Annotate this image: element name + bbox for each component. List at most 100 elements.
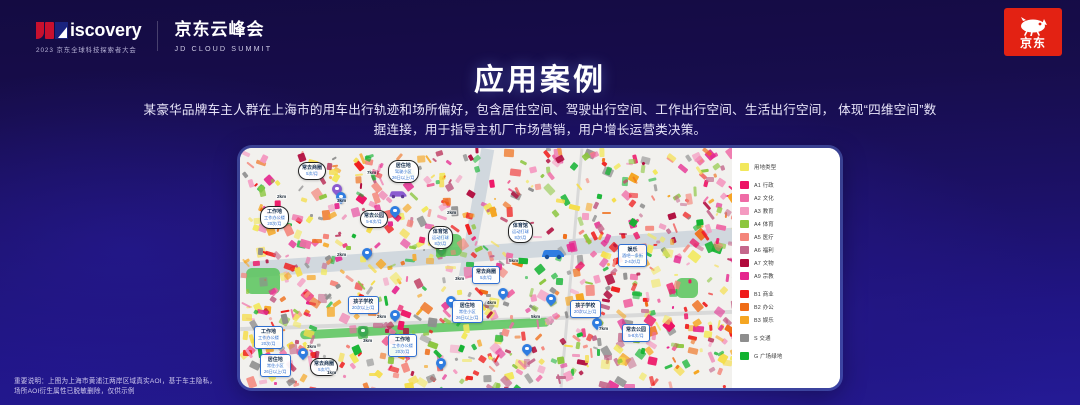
- description-line-2: 体现“四维空间”数据连接，用于指导主机厂市场营销，用户增长运营类决策。: [373, 103, 937, 138]
- aoi-parcel: [602, 266, 610, 273]
- aoi-parcel: [340, 213, 347, 220]
- map-pin[interactable]: [333, 189, 349, 205]
- aoi-parcel: [575, 341, 581, 350]
- aoi-parcel: [427, 208, 432, 217]
- map-pin[interactable]: [387, 307, 403, 323]
- map-pin-dot: [361, 328, 365, 333]
- aoi-parcel: [488, 179, 495, 188]
- map-callout[interactable]: 娱乐 酒吧一条街 2-4次/月: [618, 244, 647, 267]
- aoi-parcel: [622, 298, 634, 309]
- aoi-parcel: [371, 386, 377, 388]
- aoi-parcel: [241, 272, 248, 279]
- aoi-parcel: [597, 348, 600, 356]
- aoi-parcel: [322, 233, 330, 239]
- aoi-parcel: [592, 274, 601, 285]
- aoi-parcel: [585, 354, 589, 363]
- callout-subtitle: 5次/月: [480, 275, 492, 281]
- map-pin[interactable]: [495, 285, 511, 301]
- aoi-parcel: [384, 329, 389, 333]
- aoi-parcel: [695, 165, 703, 175]
- aoi-parcel: [671, 357, 677, 364]
- map-pin[interactable]: [519, 341, 535, 357]
- aoi-parcel: [666, 152, 677, 163]
- map-callout[interactable]: 常去商圈 5次/月: [298, 162, 327, 180]
- legend-label: A2 文化: [754, 195, 774, 202]
- footnote: 重要说明：上图为上海市黄浦江两岸区域真实AOI，基于车主隐私， 场所AOI衍生属…: [14, 377, 229, 397]
- callout-title: 常去商圈: [476, 269, 497, 275]
- aoi-parcel: [372, 322, 383, 328]
- aoi-parcel: [521, 331, 527, 341]
- callout-detail: 2-4次/月: [624, 258, 641, 264]
- aoi-parcel: [573, 268, 581, 277]
- distance-label: 1km: [326, 370, 338, 375]
- callout-title: 常去商圈: [302, 165, 323, 171]
- aoi-parcel: [458, 344, 466, 353]
- summit-name-en: JD CLOUD SUMMIT: [174, 44, 273, 53]
- aoi-parcel: [707, 336, 715, 343]
- map-pin[interactable]: [443, 293, 459, 309]
- aoi-parcel: [292, 313, 301, 322]
- map-pin-dot: [595, 320, 599, 325]
- map-pin[interactable]: [387, 203, 403, 219]
- aoi-parcel: [392, 372, 400, 379]
- aoi-parcel: [668, 381, 674, 388]
- aoi-map[interactable]: 常去商圈 5次/月 居住地 驾驶小区 26日以上/月 工作地 工作办公楼 20次/月 常去公园 5…: [240, 148, 732, 388]
- aoi-parcel: [469, 213, 475, 218]
- aoi-parcel: [645, 291, 651, 302]
- map-pin[interactable]: [589, 315, 605, 331]
- map-callout[interactable]: 体育馆 运动打球 8次/月: [508, 220, 533, 243]
- map-callout[interactable]: 孩子学校 20次以上/月: [570, 300, 601, 318]
- aoi-parcel: [444, 182, 455, 193]
- map-callout[interactable]: 常去商圈 5次/月: [472, 266, 501, 284]
- aoi-parcel: [430, 174, 436, 179]
- map-pin[interactable]: [355, 323, 371, 339]
- distance-label: 7km: [366, 170, 378, 175]
- aoi-parcel: [535, 374, 544, 383]
- aoi-parcel: [444, 265, 456, 270]
- map-callout[interactable]: 居住地 常住小区 26日以上/月: [452, 300, 483, 323]
- aoi-parcel: [345, 343, 351, 349]
- map-pin[interactable]: [295, 345, 311, 361]
- legend-swatch: [740, 232, 749, 241]
- aoi-parcel: [247, 216, 253, 223]
- map-callout[interactable]: 居住地 驾驶小区 26日以上/月: [388, 160, 419, 183]
- map-callout[interactable]: 居住地 常住小区 26日以上/月: [260, 354, 291, 377]
- legend-label: A3 教育: [754, 208, 774, 215]
- map-pin-dot: [449, 298, 453, 303]
- aoi-parcel: [297, 277, 307, 288]
- legend-label: A9 宗教: [754, 273, 774, 280]
- map-callout[interactable]: 工作地 工作办公楼 20次/月: [254, 326, 283, 349]
- aoi-parcel: [416, 155, 426, 163]
- aoi-parcel: [241, 150, 252, 159]
- map-callout[interactable]: 工作地 工作办公楼 20次/月: [388, 334, 417, 357]
- aoi-parcel: [644, 386, 655, 388]
- aoi-parcel: [452, 368, 458, 375]
- callout-detail: 26日以上/月: [456, 314, 479, 320]
- map-callout[interactable]: 工作地 工作办公楼 20次/月: [260, 206, 289, 229]
- aoi-parcel: [667, 212, 678, 221]
- aoi-parcel: [686, 261, 691, 267]
- callout-title: 常去公园: [364, 213, 385, 219]
- map-pin-dot: [525, 346, 529, 351]
- aoi-parcel: [713, 305, 726, 318]
- legend-item: A6 福利: [740, 245, 840, 254]
- aoi-parcel: [427, 317, 438, 328]
- aoi-parcel: [471, 343, 478, 352]
- map-callout[interactable]: 常去公园 5-8次/月: [360, 210, 389, 228]
- aoi-parcel: [664, 364, 673, 371]
- page-title: 应用案例: [474, 64, 606, 97]
- map-pin[interactable]: [433, 355, 449, 371]
- aoi-parcel: [316, 343, 321, 347]
- map-callout[interactable]: 孩子学校 20次以上/月: [348, 296, 379, 314]
- map-pin[interactable]: [359, 245, 375, 261]
- map-pin[interactable]: [329, 181, 345, 197]
- map-callout[interactable]: 常去公园 5-8次/月: [622, 324, 651, 342]
- callout-subtitle: 常住小区: [458, 309, 476, 315]
- map-callout[interactable]: 体育馆 运动打球 8次/月: [428, 226, 453, 249]
- aoi-parcel: [383, 296, 389, 307]
- aoi-parcel: [366, 285, 374, 295]
- distance-label: 4km: [486, 300, 498, 305]
- aoi-parcel: [585, 202, 593, 212]
- map-pin[interactable]: [543, 291, 559, 307]
- aoi-parcel: [369, 372, 377, 377]
